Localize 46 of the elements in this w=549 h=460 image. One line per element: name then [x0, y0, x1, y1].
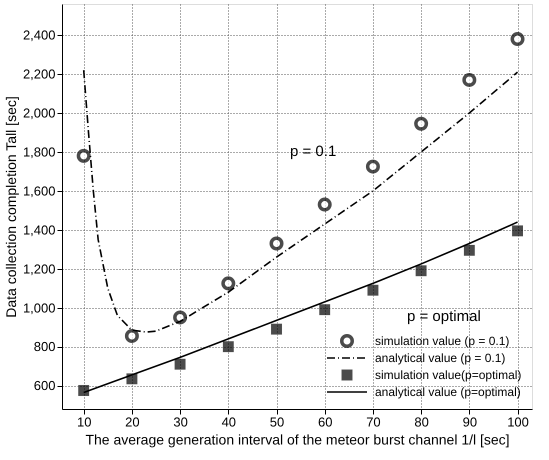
annotation: p = optimal [407, 308, 481, 325]
point [174, 358, 186, 370]
x-tick-label: 30 [173, 414, 188, 430]
x-tick-label: 70 [366, 414, 381, 430]
x-tick-label: 40 [222, 414, 236, 430]
x-axis-title: The average generation interval of the meteor burst channel 1/l [sec] [85, 432, 510, 448]
point [512, 224, 524, 237]
y-tick-label: 1,000 [22, 300, 56, 316]
annotation: p = 0.1 [290, 143, 336, 160]
point [124, 329, 139, 343]
x-tick-label: 80 [414, 414, 429, 430]
point [366, 160, 380, 174]
legend-label: analytical value (p = 0.1) [375, 351, 506, 365]
x-tick-label: 50 [270, 414, 284, 430]
legend-label: simulation value (p = 0.1) [375, 334, 510, 348]
legend-label: analytical value (p=optimal) [375, 385, 521, 399]
point [510, 32, 525, 46]
point [270, 323, 282, 336]
x-tick-label: 100 [507, 414, 529, 430]
x-tick-label: 60 [318, 414, 332, 430]
point [78, 384, 90, 396]
y-tick-label: 2,400 [22, 28, 56, 43]
y-tick-label: 1,200 [22, 261, 56, 276]
point [270, 236, 284, 250]
point [462, 72, 476, 87]
point [222, 340, 234, 353]
y-axis-title: Data collection completion Tall [sec] [2, 96, 19, 318]
point [414, 116, 428, 131]
y-tick-label: 600 [34, 378, 56, 394]
point [415, 264, 428, 277]
point [463, 244, 476, 256]
y-tick-label: 1,600 [22, 183, 56, 198]
legend-label: simulation value(p=optimal) [375, 368, 522, 382]
point [76, 148, 91, 163]
y-tick-label: 1,800 [22, 144, 56, 160]
x-tick-label: 20 [125, 414, 140, 430]
y-tick-label: 800 [34, 339, 56, 354]
point [221, 276, 236, 290]
y-tick-label: 1,400 [22, 222, 56, 238]
x-tick-label: 10 [76, 414, 92, 430]
point [366, 284, 379, 296]
y-tick-label: 2,000 [22, 106, 56, 121]
point [318, 198, 332, 212]
y-tick-label: 2,200 [22, 66, 56, 82]
x-tick-label: 90 [462, 414, 478, 430]
point [318, 304, 331, 316]
